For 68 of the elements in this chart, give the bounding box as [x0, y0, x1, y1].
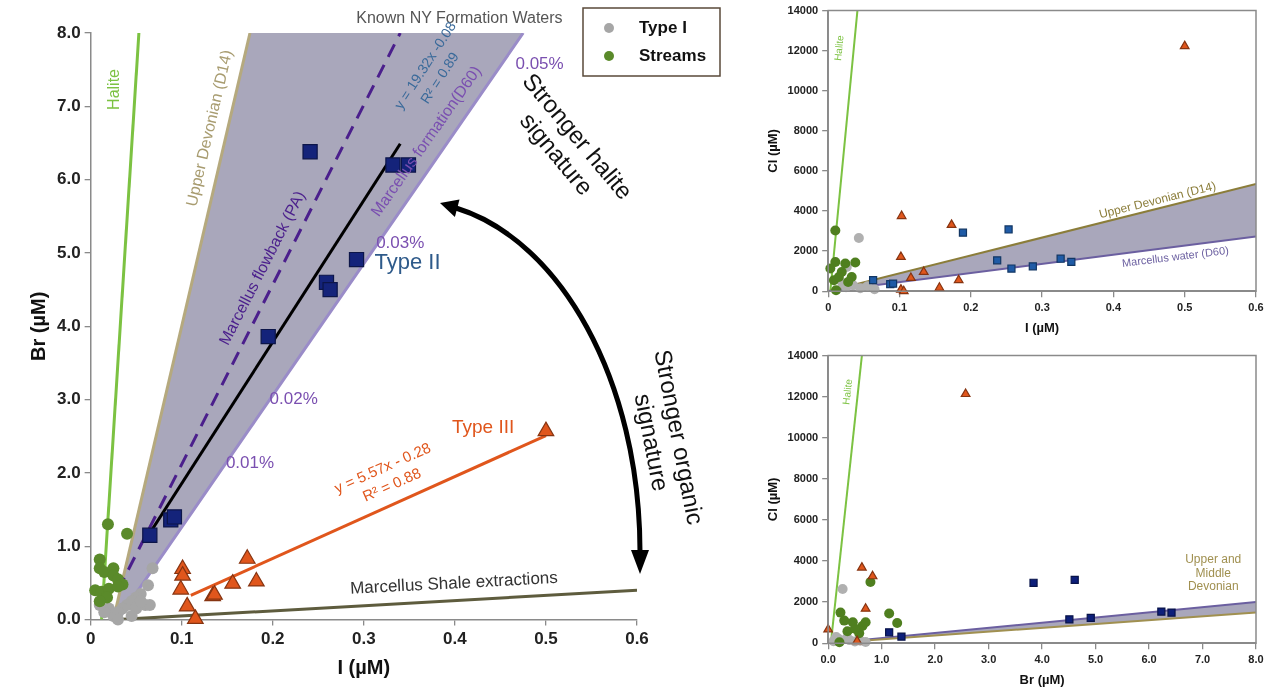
x-tick-label: 8.0 — [1248, 652, 1264, 665]
annotation: Type III — [451, 415, 515, 437]
y-tick-label: 10000 — [787, 83, 819, 96]
x-tick-label: 3.0 — [980, 652, 997, 665]
annotation: 0.02% — [269, 388, 318, 408]
legend-label: Type I — [639, 17, 687, 37]
y-tick-label: 6000 — [793, 512, 819, 525]
y-tick-label: 4.0 — [56, 315, 81, 335]
y-tick-label: 0 — [812, 284, 819, 297]
x-tick-label: 0.6 — [1248, 300, 1264, 313]
x-axis-title: I (µM) — [337, 655, 391, 678]
annotation: Marcellus Shale extractions — [349, 567, 559, 598]
x-tick-label: 0.5 — [534, 629, 558, 649]
y-tick-label: 10000 — [787, 430, 819, 443]
annotation: Upper Devonian (D14) — [182, 48, 236, 208]
x-tick-label: 0.4 — [443, 629, 468, 649]
x-tick-label: 0.3 — [352, 629, 376, 649]
x-tick-label: 0 — [85, 629, 96, 649]
annotation: Halite — [104, 68, 122, 110]
x-tick-label: 0.1 — [169, 629, 194, 649]
y-tick-label: 8000 — [793, 123, 819, 136]
y-tick-label: 1.0 — [56, 535, 81, 555]
x-tick-label: 5.0 — [1087, 652, 1104, 665]
y-tick-label: 6000 — [793, 163, 819, 176]
annotation: Marcellus water (D60) — [1121, 243, 1230, 269]
y-tick-label: 2000 — [793, 244, 819, 257]
y-tick-label: 4000 — [793, 204, 819, 217]
y-axis-title: Cl (µM) — [765, 477, 781, 522]
x-tick-label: 0.2 — [260, 629, 285, 649]
x-tick-label: 0.5 — [1177, 300, 1193, 313]
y-axis-title: Br (µM) — [26, 291, 49, 361]
x-tick-label: 4.0 — [1034, 652, 1050, 665]
x-tick-label: 0 — [825, 300, 832, 313]
annotation: Halite — [840, 378, 855, 406]
x-tick-label: 0.3 — [1034, 300, 1050, 313]
annotation: Upper and Middle Devonian — [1185, 551, 1242, 594]
y-tick-label: 2000 — [793, 595, 819, 608]
y-tick-label: 2.0 — [56, 462, 81, 482]
annotation: 0.05% — [515, 54, 564, 74]
x-tick-label: 0.1 — [891, 300, 908, 313]
annotation: Halite — [832, 34, 846, 62]
annotation: 0.01% — [225, 453, 275, 473]
y-axis-title: Cl (µM) — [765, 129, 781, 173]
x-tick-label: 0.2 — [963, 300, 979, 313]
x-tick-label: 0.6 — [625, 629, 649, 649]
y-tick-label: 8000 — [793, 471, 819, 484]
y-tick-label: 4000 — [793, 554, 819, 567]
x-tick-label: 0.4 — [1105, 300, 1122, 313]
y-tick-label: 12000 — [787, 389, 819, 402]
y-tick-label: 7.0 — [56, 96, 81, 116]
y-tick-label: 6.0 — [56, 169, 81, 189]
y-tick-label: 3.0 — [56, 389, 81, 409]
annotation: Stronger organic signature — [629, 347, 710, 527]
x-tick-label: 0.0 — [820, 652, 836, 665]
y-tick-label: 5.0 — [56, 242, 81, 262]
x-axis-title: I (µM) — [1024, 319, 1060, 335]
annotation: Upper Devonian (D14) — [1097, 178, 1218, 222]
x-tick-label: 2.0 — [927, 652, 943, 665]
legend-label: Streams — [639, 45, 707, 65]
x-tick-label: 1.0 — [874, 652, 890, 665]
x-tick-label: 6.0 — [1141, 652, 1157, 665]
y-tick-label: 14000 — [787, 3, 819, 16]
y-tick-label: 14000 — [787, 348, 819, 361]
y-tick-label: 12000 — [787, 43, 819, 56]
y-tick-label: 8.0 — [56, 22, 81, 42]
x-axis-title: Br (µM) — [1019, 671, 1065, 687]
x-tick-label: 7.0 — [1194, 652, 1211, 665]
y-tick-label: 0.0 — [56, 609, 81, 629]
